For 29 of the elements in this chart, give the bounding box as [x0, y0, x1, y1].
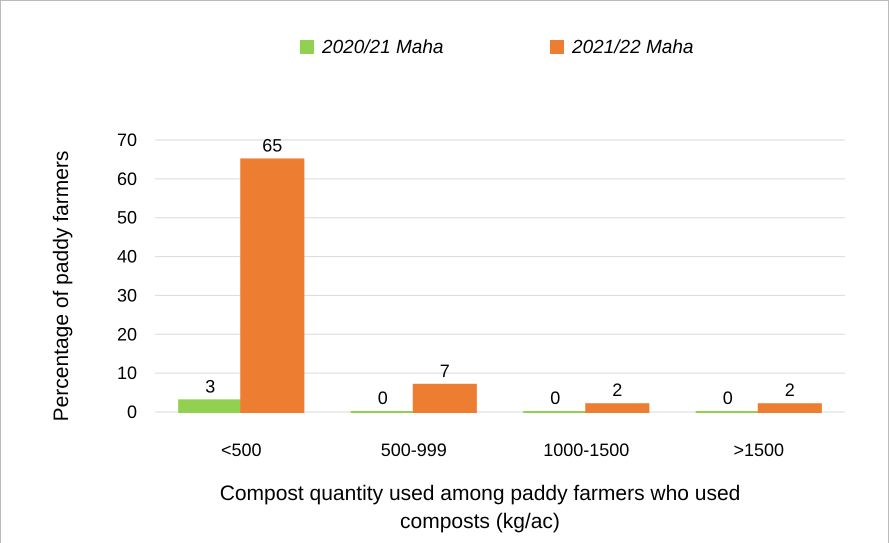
- legend-label: 2020/21 Maha: [321, 37, 444, 58]
- y-tick-label: 70: [116, 130, 137, 150]
- bar: [585, 403, 650, 413]
- bar: [412, 384, 477, 413]
- legend-label: 2021/22 Maha: [571, 37, 694, 58]
- y-tick-label: 10: [116, 363, 137, 384]
- data-label: 0: [722, 388, 733, 408]
- bar: [178, 399, 242, 413]
- y-tick-label: 30: [116, 285, 137, 306]
- y-tick-label: 60: [116, 168, 137, 189]
- data-label: 3: [205, 376, 216, 396]
- x-tick-label: >1500: [733, 440, 784, 460]
- y-tick-label: 50: [116, 208, 137, 228]
- x-tick-label: 500-999: [380, 440, 447, 460]
- y-tick-label: 0: [126, 402, 137, 422]
- data-label: 2: [784, 380, 795, 400]
- y-tick-label: 20: [116, 324, 137, 344]
- x-axis-title: Compost quantity used among paddy farmers who used composts (kg/ac): [220, 482, 740, 533]
- y-axis-title: Percentage of paddy farmers: [50, 150, 73, 422]
- data-label: 0: [378, 388, 388, 408]
- data-label: 65: [262, 135, 282, 156]
- data-label: 0: [550, 388, 560, 408]
- bar: [758, 403, 822, 413]
- data-label: 7: [440, 360, 450, 381]
- bar: [240, 158, 304, 413]
- data-label: 2: [612, 380, 622, 400]
- x-tick-label: 1000-1500: [543, 440, 630, 460]
- y-tick-label: 40: [116, 246, 137, 267]
- x-tick-label: <500: [220, 440, 262, 460]
